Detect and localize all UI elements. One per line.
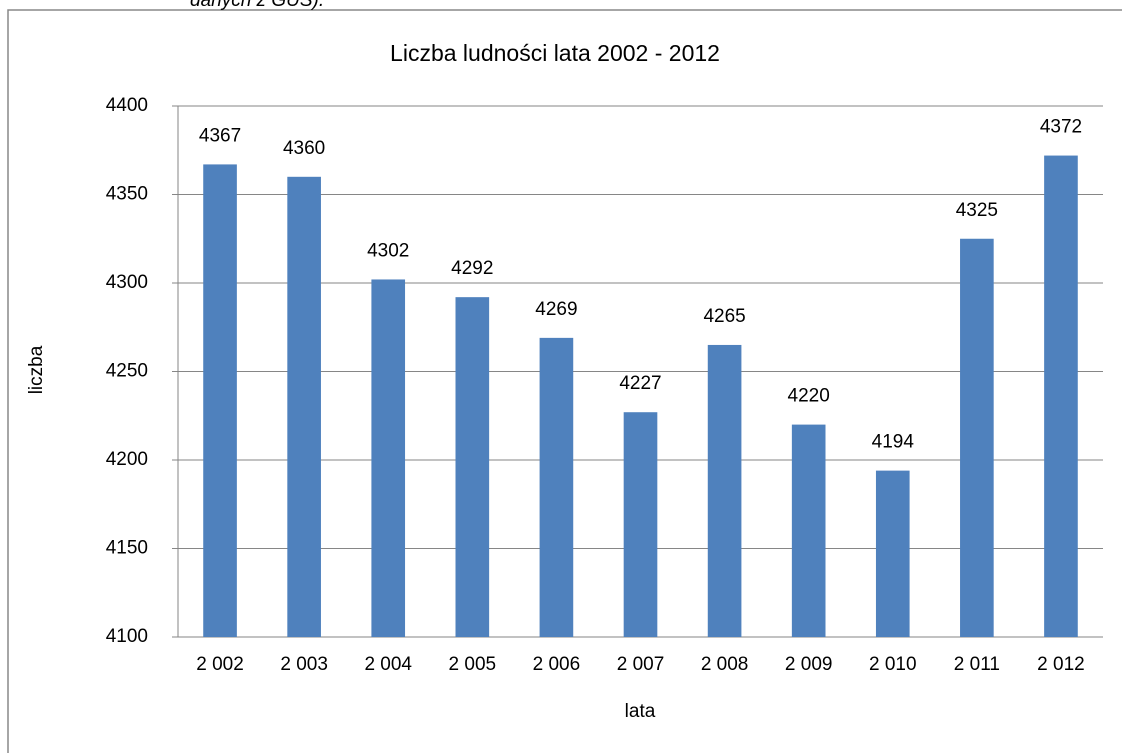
bar <box>623 412 658 637</box>
y-axis-label: liczba <box>26 345 47 394</box>
chart-title: Liczba ludności lata 2002 - 2012 <box>390 40 720 66</box>
bar <box>371 279 406 637</box>
x-tick-label: 2 008 <box>701 654 749 675</box>
value-label: 4194 <box>872 432 915 453</box>
bar <box>539 337 574 637</box>
value-label: 4372 <box>1040 117 1082 138</box>
y-tick-label: 4350 <box>106 184 148 205</box>
bar <box>1044 155 1078 637</box>
value-label: 4227 <box>619 373 661 394</box>
bar <box>875 470 910 637</box>
bar <box>960 238 994 637</box>
x-tick-label: 2 005 <box>449 654 497 675</box>
caption: danych z GUS). <box>190 0 324 11</box>
bar <box>791 424 826 637</box>
value-label: 4360 <box>283 138 325 159</box>
x-tick-label: 2 003 <box>280 654 328 675</box>
y-tick-label: 4100 <box>106 626 148 647</box>
value-label: 4220 <box>788 386 830 407</box>
x-axis-label: lata <box>625 701 656 722</box>
y-tick-label: 4400 <box>106 95 148 116</box>
value-label: 4265 <box>703 306 745 327</box>
bar <box>455 297 490 637</box>
x-tick-label: 2 009 <box>785 654 833 675</box>
value-label: 4292 <box>451 258 493 279</box>
x-tick-label: 2 002 <box>196 654 244 675</box>
y-tick-label: 4300 <box>106 272 148 293</box>
bar <box>287 176 321 638</box>
y-tick-label: 4150 <box>106 538 148 559</box>
value-label: 4269 <box>535 299 577 320</box>
x-tick-label: 2 007 <box>617 654 665 675</box>
x-tick-label: 2 011 <box>954 654 1000 675</box>
y-tick-label: 4200 <box>106 449 148 470</box>
bar <box>707 344 742 637</box>
value-label: 4325 <box>956 200 998 221</box>
value-label: 4367 <box>199 125 241 146</box>
x-tick-label: 2 004 <box>364 654 412 675</box>
y-tick-label: 4250 <box>106 361 148 382</box>
x-tick-label: 2 010 <box>869 654 917 675</box>
bar <box>203 164 237 637</box>
x-tick-label: 2 012 <box>1037 654 1085 675</box>
x-tick-label: 2 006 <box>533 654 581 675</box>
value-label: 4302 <box>367 240 409 261</box>
